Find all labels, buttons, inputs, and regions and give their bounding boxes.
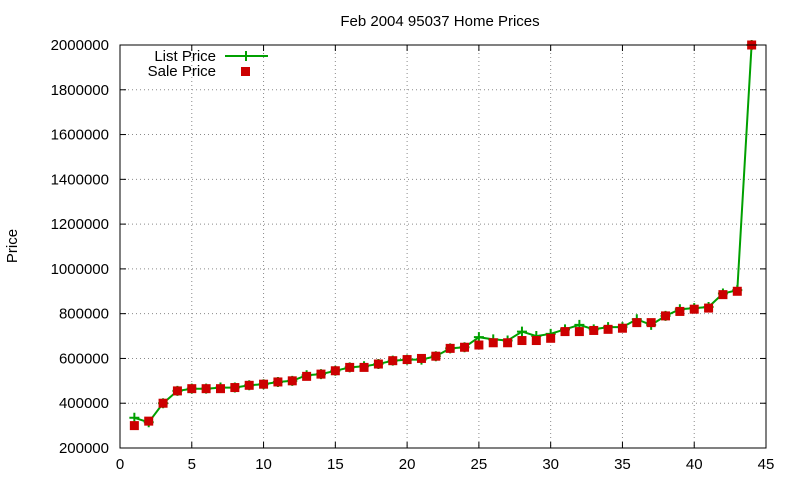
sale-price-point xyxy=(330,366,340,376)
sale-price-point xyxy=(474,340,484,350)
x-tick-label: 20 xyxy=(399,456,416,473)
sale-price-point xyxy=(316,369,326,379)
sale-price-point xyxy=(187,384,197,394)
x-tick-labels: 0 5 10 15 20 25 30 35 40 45 xyxy=(116,456,775,473)
sale-price-point xyxy=(603,324,613,334)
list-price-line xyxy=(134,44,753,424)
sale-price-point xyxy=(546,333,556,343)
sale-price-point xyxy=(445,343,455,353)
sale-price-point xyxy=(416,353,426,363)
sale-price-point xyxy=(617,323,627,333)
y-tick-label: 1000000 xyxy=(51,261,109,278)
sale-price-point xyxy=(560,327,570,337)
legend-label-sale-price: Sale Price xyxy=(148,63,216,80)
sale-price-point xyxy=(158,398,168,408)
sale-price-point xyxy=(503,338,513,348)
sale-price-point xyxy=(144,416,154,426)
x-tick-label: 15 xyxy=(327,456,344,473)
sale-price-point xyxy=(302,371,312,381)
x-tick-label: 35 xyxy=(614,456,631,473)
sale-price-point xyxy=(172,386,182,396)
x-tick-label: 40 xyxy=(686,456,703,473)
sale-price-point xyxy=(488,338,498,348)
list-price-point xyxy=(473,332,484,343)
sale-price-point xyxy=(431,351,441,361)
y-tick-label: 800000 xyxy=(59,306,109,323)
x-tick-label: 30 xyxy=(542,456,559,473)
x-tick-label: 25 xyxy=(471,456,488,473)
sale-price-point xyxy=(646,318,656,328)
y-tick-label: 1600000 xyxy=(51,127,109,144)
sale-price-point xyxy=(402,355,412,365)
list-price-point xyxy=(516,326,527,337)
x-tick-label: 5 xyxy=(188,456,196,473)
sale-price-point xyxy=(129,421,139,431)
sale-price-point xyxy=(359,362,369,372)
legend-label-list-price: List Price xyxy=(154,48,216,65)
list-price-point xyxy=(129,412,140,423)
sale-price-point xyxy=(589,325,599,335)
sale-price-point xyxy=(704,303,714,313)
sale-price-point xyxy=(632,318,642,328)
legend-marker-sale-price xyxy=(241,67,250,76)
sale-price-point xyxy=(718,290,728,300)
sale-price-point xyxy=(373,359,383,369)
x-tick-label: 0 xyxy=(116,456,124,473)
legend: List Price Sale Price xyxy=(148,48,268,80)
sale-price-point xyxy=(244,380,254,390)
y-tick-label: 1400000 xyxy=(51,171,109,188)
sale-price-point xyxy=(273,377,283,387)
sale-price-point xyxy=(531,336,541,346)
sale-price-point xyxy=(287,376,297,386)
sale-price-point xyxy=(345,362,355,372)
sale-price-point xyxy=(675,306,685,316)
sale-price-point xyxy=(517,336,527,346)
y-tick-label: 200000 xyxy=(59,440,109,457)
sale-price-point xyxy=(259,379,269,389)
y-tick-label: 600000 xyxy=(59,350,109,367)
sale-price-point xyxy=(689,304,699,314)
y-tick-label: 1800000 xyxy=(51,82,109,99)
series-layer xyxy=(129,40,757,431)
x-tick-label: 10 xyxy=(255,456,272,473)
sale-price-point xyxy=(574,327,584,337)
y-tick-labels: 200000 400000 600000 800000 1000000 1200000 14… xyxy=(51,37,109,457)
sale-price-point xyxy=(460,342,470,352)
x-tick-label: 45 xyxy=(758,456,775,473)
sale-price-point xyxy=(661,311,671,321)
y-tick-label: 2000000 xyxy=(51,37,109,54)
sale-price-point xyxy=(201,384,211,394)
y-tick-label: 1200000 xyxy=(51,216,109,233)
y-axis-label: Price xyxy=(4,229,21,263)
sale-price-point xyxy=(388,356,398,366)
legend-marker-list-price xyxy=(241,51,251,61)
y-tick-label: 400000 xyxy=(59,395,109,412)
sale-price-point xyxy=(732,286,742,296)
sale-price-point xyxy=(215,384,225,394)
plot-frame xyxy=(119,44,767,449)
chart-title: Feb 2004 95037 Home Prices xyxy=(340,13,539,30)
sale-price-point xyxy=(230,383,240,393)
